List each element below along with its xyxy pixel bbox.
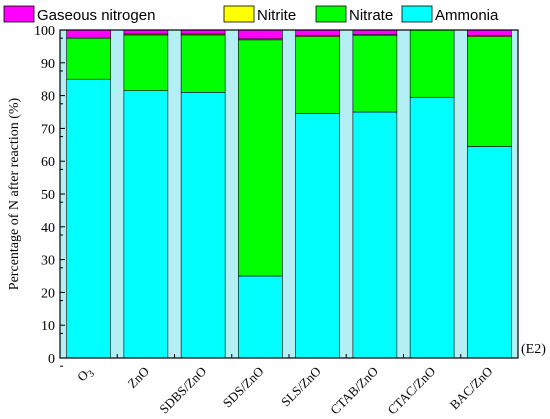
y-axis-label: Percentage of N after reaction (%): [7, 97, 22, 290]
y-tick-label: 50: [41, 188, 55, 203]
bar-nitrate-0: [66, 37, 111, 80]
category-label: SDS/ZnO: [220, 364, 267, 411]
category-label: SDBS/ZnO: [156, 364, 209, 417]
bar-ammonia-5: [352, 111, 398, 359]
legend-label: Nitrite: [257, 7, 296, 24]
category-label: CTAB/ZnO: [327, 364, 381, 418]
category-label: O3: [74, 364, 97, 387]
y-tick-label: 20: [41, 286, 55, 301]
y-tick-label: 90: [41, 57, 55, 72]
bar-ammonia-0: [66, 78, 111, 359]
y-tick-label: 100: [34, 24, 55, 39]
bar-nitrate-3: [238, 39, 283, 277]
bar-gaseous-nitrogen-3: [238, 29, 283, 40]
bars: [60, 29, 518, 359]
category-label: CTAC/ZnO: [384, 364, 438, 418]
bar-nitrate-4: [295, 36, 340, 114]
legend: Gaseous nitrogen Nitrite Nitrate Ammonia: [3, 5, 499, 24]
legend-swatch-gaseous-nitrogen: [3, 5, 35, 23]
bar-nitrate-5: [352, 35, 398, 113]
y-tick-label: 40: [41, 221, 55, 236]
legend-label: Gaseous nitrogen: [37, 7, 155, 24]
legend-swatch-ammonia: [401, 5, 433, 23]
bar-nitrate-2: [180, 34, 226, 93]
legend-swatch-nitrate: [315, 5, 347, 23]
axes: [59, 29, 519, 367]
bar-ammonia-1: [123, 90, 169, 359]
category-label: ZnO: [125, 364, 152, 391]
bar-nitrate-1: [123, 34, 169, 91]
bar-gaseous-nitrogen-4: [295, 29, 340, 36]
bar-gaseous-nitrogen-5: [352, 29, 398, 35]
bar-gaseous-nitrogen-7: [467, 29, 512, 36]
bar-ammonia-6: [409, 96, 455, 359]
bar-ammonia-7: [467, 146, 512, 359]
y-tick-label: 0: [48, 352, 55, 367]
y-tick-label: 30: [41, 254, 55, 269]
category-label: SLS/ZnO: [278, 364, 324, 410]
y-tick-label: 70: [41, 122, 55, 137]
y-tick-label: 80: [41, 90, 55, 105]
annotation-label: (E2): [521, 342, 546, 357]
category-label: BAC/ZnO: [447, 364, 496, 413]
bar-ammonia-2: [180, 92, 226, 359]
y-tick-label: 10: [41, 319, 55, 334]
legend-label: Nitrate: [349, 7, 393, 24]
bar-gaseous-nitrogen-0: [66, 29, 111, 38]
legend-label: Ammonia: [435, 7, 499, 24]
bar-nitrate-6: [409, 29, 455, 98]
legend-swatch-nitrite: [223, 5, 255, 23]
y-tick-label: 60: [41, 155, 55, 170]
bar-ammonia-3: [238, 275, 283, 359]
bar-ammonia-4: [295, 113, 340, 359]
bar-nitrate-7: [467, 36, 512, 147]
